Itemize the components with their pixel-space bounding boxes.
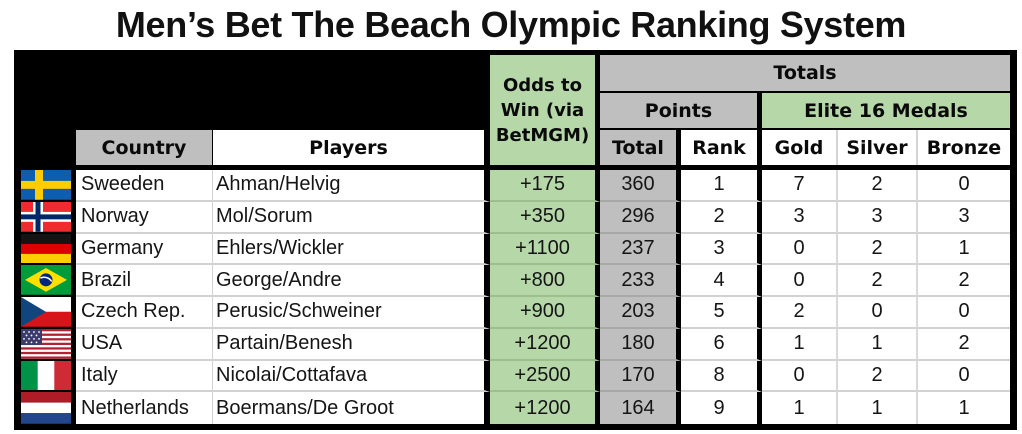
table-row: Czech Rep. Perusic/Schweiner +900 203 5 … (21, 297, 1010, 329)
total-cell: 203 (600, 297, 681, 329)
italy-flag-icon (21, 360, 76, 393)
header-totals: Totals (600, 55, 1010, 93)
bronze-cell: 2 (918, 265, 1010, 297)
rank-cell: 1 (681, 170, 762, 202)
header-odds-to-win: Odds to Win (via BetMGM) (490, 55, 600, 165)
country-cell: Italy (76, 360, 213, 393)
country-cell: Czech Rep. (76, 297, 213, 329)
germany-flag-icon (21, 233, 76, 266)
bronze-cell: 2 (918, 329, 1010, 361)
silver-cell: 2 (838, 360, 918, 393)
table-row: USA Partain/Benesh +1200 180 6 1 1 2 (21, 328, 1010, 361)
total-cell: 296 (600, 201, 681, 234)
silver-cell: 2 (838, 233, 918, 266)
country-cell: Brazil (76, 265, 213, 297)
czech-republic-flag-icon (21, 297, 76, 329)
players-cell: Mol/Sorum (213, 201, 490, 234)
gold-cell: 3 (762, 201, 838, 234)
sweden-flag-icon (21, 170, 76, 202)
table-row: Italy Nicolai/Cottafava +2500 170 8 0 2 … (21, 360, 1010, 393)
bronze-cell: 3 (918, 202, 1010, 234)
odds-cell: +1100 (490, 233, 600, 266)
total-cell: 237 (600, 233, 681, 266)
header-country: Country (76, 130, 212, 165)
country-cell: Germany (76, 233, 213, 266)
silver-cell: 2 (838, 170, 918, 202)
netherlands-flag-icon (21, 392, 76, 424)
header-players: Players (213, 130, 484, 165)
table-row: Norway Mol/Sorum +350 296 2 3 3 3 (21, 201, 1010, 234)
bronze-cell: 1 (958, 396, 970, 419)
silver-cell: 0 (838, 297, 918, 329)
ranking-table: Country Players Odds to Win (via BetMGM)… (14, 50, 1017, 430)
total-cell: 360 (600, 170, 681, 202)
header-total: Total (600, 130, 681, 165)
rank-cell: 5 (681, 297, 762, 329)
silver-cell: 3 (838, 201, 918, 234)
total-cell: 233 (600, 265, 681, 297)
table-header: Country Players Odds to Win (via BetMGM)… (21, 55, 1010, 170)
header-bronze: Bronze (918, 130, 1010, 165)
gold-cell: 0 (762, 265, 838, 297)
table-row: Sweeden Ahman/Helvig +175 360 1 7 2 0 (21, 170, 1010, 202)
rank-cell: 9 (681, 392, 762, 424)
header-silver: Silver (838, 130, 918, 165)
silver-cell: 1 (838, 328, 918, 361)
rank-cell: 3 (681, 233, 762, 266)
header-points: Points (600, 93, 762, 130)
table-row: Germany Ehlers/Wickler +1100 237 3 0 2 1 (21, 233, 1010, 266)
gold-cell: 0 (762, 360, 838, 393)
rank-cell: 2 (681, 201, 762, 234)
brazil-flag-icon (21, 265, 76, 297)
odds-cell: +1200 (490, 328, 600, 361)
country-cell: Norway (76, 201, 213, 234)
country-cell: USA (76, 328, 213, 361)
rank-cell: 6 (681, 328, 762, 361)
players-cell: George/Andre (213, 265, 490, 297)
bronze-cell: 0 (918, 361, 1010, 393)
header-rank: Rank (681, 130, 762, 165)
bronze-cell: 0 (918, 297, 1010, 329)
odds-cell: +2500 (490, 360, 600, 393)
header-elite-16-medals: Elite 16 Medals (762, 93, 1010, 130)
gold-cell: 1 (762, 328, 838, 361)
header-gold: Gold (762, 130, 838, 165)
players-cell: Nicolai/Cottafava (213, 360, 490, 393)
players-cell: Boermans/De Groot (213, 392, 490, 424)
total-cell: 170 (600, 360, 681, 393)
odds-cell: +1200 (490, 392, 600, 424)
bronze-cell: 1 (918, 234, 1010, 266)
odds-cell: +175 (490, 170, 600, 202)
gold-cell: 2 (762, 297, 838, 329)
table-row: Brazil George/Andre +800 233 4 0 2 2 (21, 265, 1010, 297)
country-cell: Sweeden (76, 170, 213, 202)
odds-cell: +800 (490, 265, 600, 297)
table-row: Netherlands Boermans/De Groot +1200 164 … (21, 392, 1010, 424)
bronze-cell: 0 (918, 170, 1010, 202)
players-cell: Ehlers/Wickler (213, 233, 490, 266)
silver-cell: 2 (838, 265, 918, 297)
rank-cell: 8 (681, 360, 762, 393)
total-cell: 180 (600, 328, 681, 361)
players-cell: Perusic/Schweiner (213, 297, 490, 329)
gold-cell: 7 (762, 170, 838, 202)
players-cell: Partain/Benesh (213, 328, 490, 361)
gold-cell: 1 (762, 392, 838, 424)
gold-cell: 0 (762, 233, 838, 266)
odds-cell: +350 (490, 201, 600, 234)
country-cell: Netherlands (76, 392, 213, 424)
norway-flag-icon (21, 201, 76, 234)
odds-cell: +900 (490, 297, 600, 329)
usa-flag-icon (21, 328, 76, 361)
total-cell: 164 (600, 392, 681, 424)
page-title: Men’s Bet The Beach Olympic Ranking Syst… (115, 4, 907, 45)
players-cell: Ahman/Helvig (213, 170, 490, 202)
rank-cell: 4 (681, 265, 762, 297)
silver-cell: 1 (838, 392, 918, 424)
